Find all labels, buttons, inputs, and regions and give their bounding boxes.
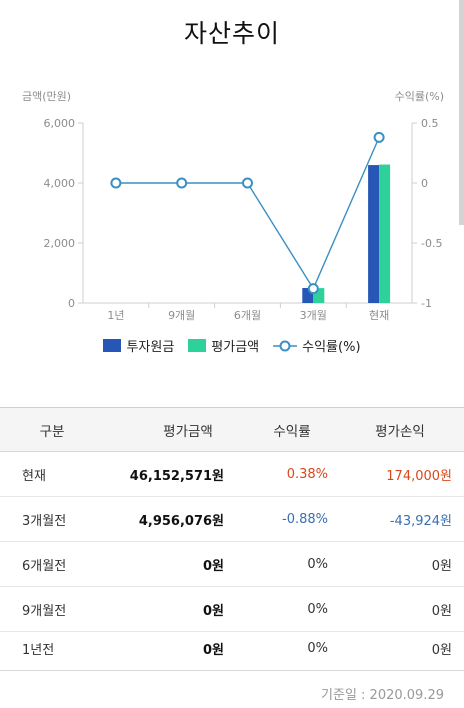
base-date: 기준일 : 2020.09.29 [321, 688, 444, 703]
return-point [307, 283, 319, 295]
header-return: 수익률 [273, 423, 311, 440]
row-label: 현재 [22, 468, 46, 484]
return-point [176, 177, 188, 189]
table-row: 1년전 0원 0% 0원 [0, 626, 464, 670]
header-pnl: 평가손익 [375, 423, 425, 440]
row-value: 46,152,571원 [129, 468, 224, 484]
table-row: 6개월전 0원 0% 0원 [0, 542, 464, 587]
scroll-edge [459, 0, 464, 225]
right-tick-label: 0.5 [421, 117, 439, 130]
bar [302, 288, 314, 303]
row-value: 4,956,076원 [138, 513, 224, 529]
row-label: 9개월전 [22, 603, 67, 619]
legend-swatch-principal [103, 339, 122, 352]
row-pnl: 0원 [431, 642, 452, 658]
x-tick-label: 3개월 [300, 309, 327, 322]
left-axis-title: 금액(만원) [22, 90, 71, 103]
table-divider [0, 407, 464, 408]
table-header: 구분 평가금액 수익률 평가손익 [0, 408, 464, 452]
row-label: 1년전 [22, 642, 55, 658]
left-tick-label: 0 [68, 297, 75, 310]
row-label: 3개월전 [22, 513, 67, 529]
right-axis-title: 수익률(%) [395, 90, 444, 103]
row-label: 6개월전 [22, 558, 67, 574]
return-point [373, 131, 385, 143]
table-row: 9개월전 0원 0% 0원 [0, 587, 464, 632]
legend-item-principal[interactable]: 투자원금 [103, 336, 174, 355]
x-tick-label: 현재 [369, 309, 389, 322]
row-rate: -0.88% [282, 511, 328, 527]
return-point [110, 177, 122, 189]
table-row: 3개월전 4,956,076원 -0.88% -43,924원 [0, 497, 464, 542]
right-tick-label: 0 [421, 177, 428, 190]
return-point [242, 177, 253, 189]
left-tick-label: 2,000 [44, 237, 76, 250]
bar [379, 164, 391, 303]
legend-item-valuation[interactable]: 평가금액 [188, 336, 259, 355]
row-rate: 0% [307, 640, 328, 656]
right-tick-label: -0.5 [421, 237, 442, 250]
row-value: 0원 [202, 558, 224, 574]
right-tick-label: -1 [421, 297, 432, 310]
legend-item-return[interactable]: 수익률(%) [273, 336, 361, 355]
bar [313, 288, 325, 303]
footer-divider [0, 670, 464, 671]
row-rate: 0% [307, 556, 328, 572]
left-tick-label: 6,000 [44, 117, 76, 130]
table-row: 현재 46,152,571원 0.38% 174,000원 [0, 452, 464, 497]
legend-label-principal: 투자원금 [126, 340, 175, 355]
return-line [115, 137, 380, 291]
row-pnl: 174,000원 [386, 468, 452, 484]
legend-line-icon [273, 340, 298, 351]
legend-label-valuation: 평가금액 [211, 340, 260, 355]
legend-label-return: 수익률(%) [302, 340, 361, 355]
row-pnl: -43,924원 [389, 513, 452, 529]
row-value: 0원 [202, 642, 224, 658]
row-value: 0원 [202, 603, 224, 619]
page-title: 자산추이 [183, 19, 280, 48]
row-rate: 0.38% [286, 466, 328, 482]
x-tick-label: 1년 [107, 309, 124, 322]
asset-trend-chart: 금액(만원) 수익률(%) 6,000 4,000 2,000 0 0.5 0 -0.5 -1 1년… [22, 90, 444, 322]
chart-legend: 투자원금 평가금액 수익률(%) [0, 336, 464, 355]
x-tick-label: 6개월 [234, 309, 261, 322]
row-pnl: 0원 [431, 603, 452, 619]
header-category: 구분 [39, 423, 65, 440]
row-pnl: 0원 [431, 558, 452, 574]
row-rate: 0% [307, 601, 328, 617]
header-valuation: 평가금액 [163, 423, 213, 440]
bar [368, 165, 380, 303]
x-tick-label: 9개월 [168, 309, 195, 322]
legend-swatch-valuation [188, 339, 207, 352]
left-tick-label: 4,000 [44, 177, 76, 190]
